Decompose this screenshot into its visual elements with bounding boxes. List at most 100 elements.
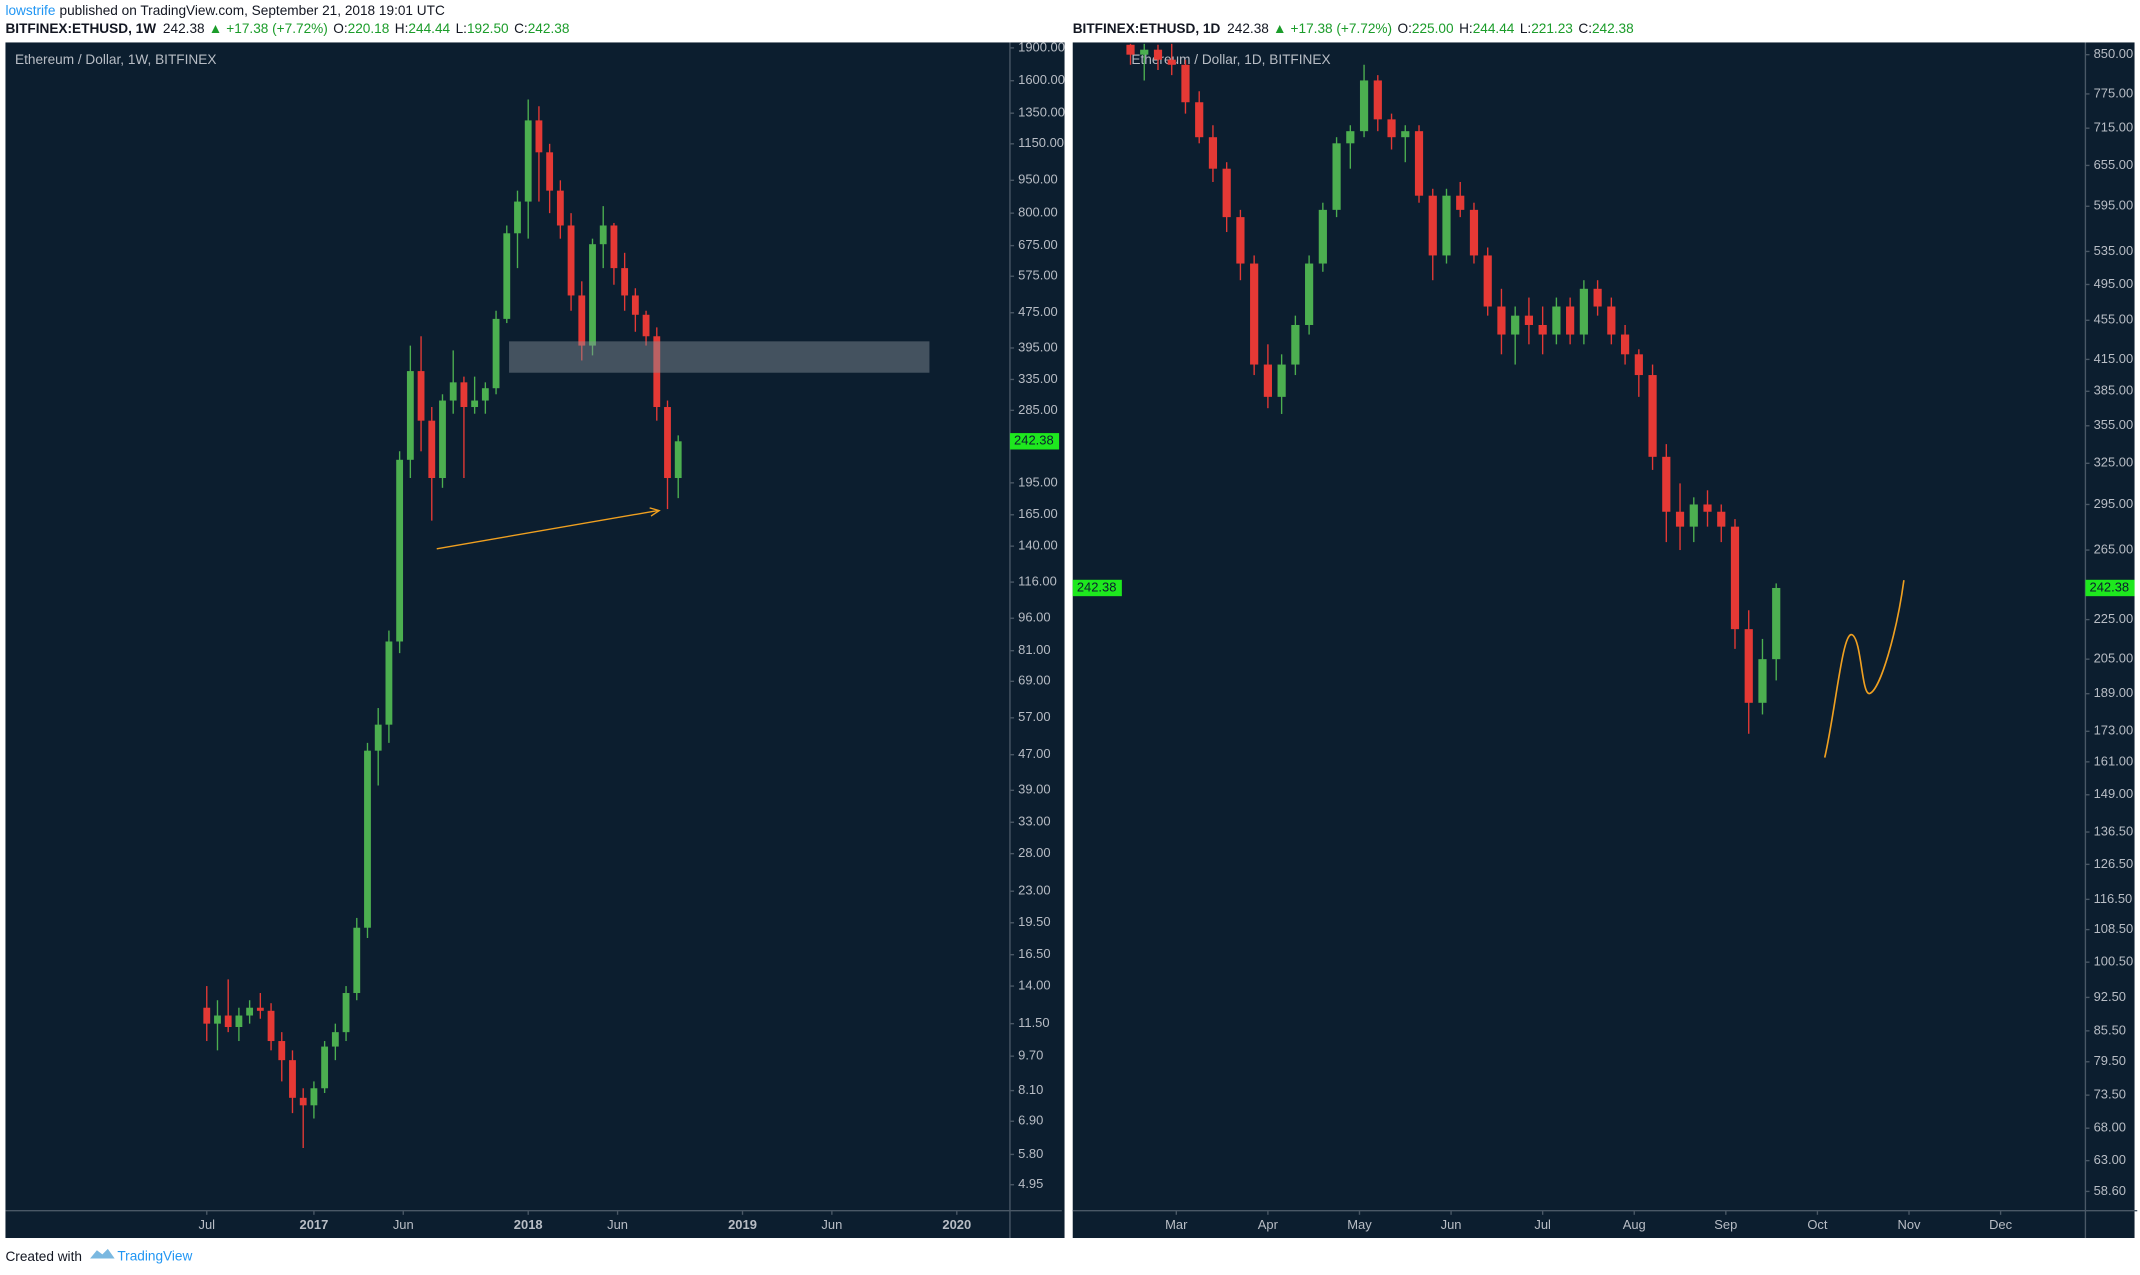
- candle-body: [460, 382, 468, 408]
- y-tick-label: 265.00: [2094, 541, 2134, 556]
- ohlc-value: 244.44: [408, 20, 450, 35]
- y-tick-label: 535.00: [2094, 243, 2134, 258]
- y-tick-label: 68.00: [2094, 1120, 2126, 1135]
- brand-link[interactable]: TradingView: [117, 1249, 192, 1264]
- last-price-label: 242.38: [2090, 579, 2130, 594]
- change-arrow: ▲: [209, 20, 223, 35]
- chart-title: Ethereum / Dollar, 1D, BITFINEX: [1131, 52, 1330, 67]
- candle-body: [674, 441, 682, 479]
- y-tick-label: 850.00: [2094, 46, 2134, 61]
- change-arrow: ▲: [1273, 20, 1287, 35]
- candle-body: [214, 1015, 221, 1024]
- y-tick-label: 23.00: [1018, 883, 1050, 898]
- y-tick-label: 655.00: [2094, 157, 2134, 172]
- candle-body: [1620, 334, 1630, 355]
- candle-body: [1332, 143, 1341, 210]
- y-tick-label: 81.00: [1018, 642, 1050, 657]
- candle-body: [1579, 288, 1588, 335]
- candle-body: [203, 1007, 211, 1024]
- candle-body: [235, 1015, 243, 1028]
- y-tick-label: 1900.00: [1018, 39, 1065, 54]
- candle-body: [1634, 354, 1643, 376]
- candle-body: [578, 295, 586, 346]
- y-tick-label: 675.00: [1018, 237, 1058, 252]
- y-tick-label: 57.00: [1018, 709, 1050, 724]
- y-tick-label: 39.00: [1018, 782, 1050, 797]
- y-tick-label: 800.00: [1018, 205, 1058, 220]
- candle-body: [1593, 288, 1602, 307]
- y-tick-label: 1150.00: [1018, 135, 1064, 150]
- candle-body: [353, 927, 361, 994]
- x-tick-label: Jun: [607, 1217, 628, 1232]
- candle-body: [1195, 102, 1204, 138]
- y-tick-label: 355.00: [2094, 417, 2134, 432]
- candle-body: [567, 225, 575, 296]
- symbol: BITFINEX:ETHUSD, 1D: [1073, 20, 1221, 35]
- candle-body: [1401, 131, 1410, 138]
- candle-body: [1222, 168, 1231, 218]
- y-tick-label: 385.00: [2094, 383, 2134, 398]
- candle-body: [1717, 511, 1726, 527]
- y-tick-label: 715.00: [2094, 120, 2134, 135]
- candle-body: [1469, 209, 1479, 256]
- candle-body: [481, 388, 489, 401]
- x-tick-label: Sep: [1714, 1217, 1737, 1232]
- y-tick-label: 950.00: [1018, 172, 1058, 187]
- candle-body: [1153, 49, 1163, 60]
- candle-body: [289, 1060, 296, 1098]
- y-tick-label: 14.00: [1018, 977, 1050, 992]
- y-tick-label: 28.00: [1018, 845, 1050, 860]
- candle-body: [321, 1046, 329, 1089]
- y-tick-label: 285.00: [1018, 402, 1058, 417]
- candle-body: [1538, 324, 1547, 335]
- y-tick-label: 16.50: [1018, 946, 1050, 961]
- candle-body: [1305, 263, 1314, 325]
- candle-body: [1607, 306, 1616, 335]
- y-tick-label: 775.00: [2094, 85, 2134, 100]
- symbol-line: BITFINEX:ETHUSD, 1D 242.38 ▲ +17.38 (+7.72%…: [1073, 20, 1634, 35]
- candle-body: [299, 1097, 307, 1106]
- y-tick-label: 100.50: [2094, 954, 2134, 969]
- candle-body: [535, 120, 543, 153]
- candle-body: [503, 233, 511, 319]
- y-tick-label: 165.00: [1018, 506, 1058, 521]
- x-tick-label: Jun: [1441, 1217, 1462, 1232]
- plot: [1126, 43, 1781, 734]
- chart-title: Ethereum / Dollar, 1W, BITFINEX: [15, 52, 216, 67]
- candle-body: [428, 420, 436, 479]
- plot: [203, 99, 682, 1148]
- symbol-line: BITFINEX:ETHUSD, 1W 242.38 ▲ +17.38 (+7.72%…: [5, 20, 569, 35]
- candle-body: [374, 724, 382, 751]
- y-tick-label: 136.50: [2094, 823, 2134, 838]
- projection-curve: [1823, 580, 1905, 758]
- logo: [90, 1248, 115, 1259]
- candle-body: [224, 1015, 232, 1028]
- author[interactable]: lowstrife: [5, 3, 55, 18]
- y-tick-label: 205.00: [2094, 651, 2134, 666]
- y-tick-label: 11.50: [1018, 1015, 1049, 1030]
- candle-body: [1497, 306, 1506, 335]
- y-tick-label: 19.50: [1018, 914, 1050, 929]
- footer: Created with: [5, 1249, 82, 1264]
- y-tick-label: 173.00: [2094, 723, 2134, 738]
- y-tick-label: 69.00: [1018, 673, 1050, 688]
- ohlc-label: H:: [1459, 20, 1473, 35]
- y-tick-label: 325.00: [2094, 455, 2134, 470]
- candle-body: [471, 400, 479, 408]
- candle-body: [1428, 195, 1437, 256]
- last-price-badge-left: [1072, 579, 1122, 597]
- chart: 1900.00 1600.00 1350.00 1150.00 950.00 800.00…: [5, 39, 1065, 1239]
- symbol: BITFINEX:ETHUSD, 1W: [5, 20, 156, 35]
- ohlc-value: 242.38: [528, 20, 570, 35]
- y-tick-label: 1350.00: [1018, 105, 1065, 120]
- candle-body: [1373, 80, 1382, 120]
- x-tick-label: Aug: [1623, 1217, 1646, 1232]
- y-tick-label: 195.00: [1018, 474, 1058, 489]
- panel-background: [5, 42, 1065, 1239]
- candle-body: [364, 750, 371, 928]
- y-tick-label: 126.50: [2094, 856, 2134, 871]
- y-tick-label: 9.70: [1018, 1048, 1043, 1063]
- candle-body: [589, 244, 596, 346]
- y-tick-label: 455.00: [2094, 312, 2134, 327]
- x-tick-label: Jul: [1534, 1217, 1551, 1232]
